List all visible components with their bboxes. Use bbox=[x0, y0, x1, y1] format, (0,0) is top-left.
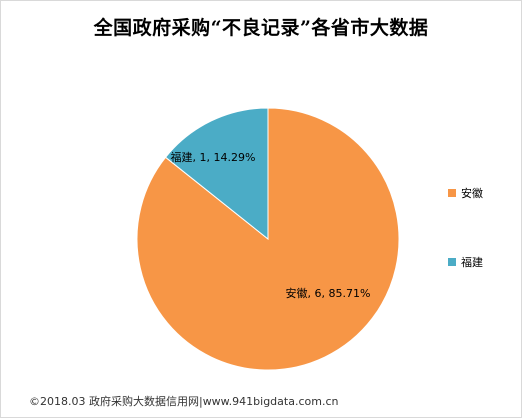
pie-chart: 安徽, 6, 85.71% 福建, 1, 14.29% bbox=[136, 107, 400, 371]
chart-legend: 安徽 福建 bbox=[448, 185, 483, 323]
legend-label-anhui: 安徽 bbox=[461, 187, 483, 200]
legend-item-fujian: 福建 bbox=[448, 254, 483, 270]
footer-credit: ©2018.03 政府采购大数据信用网|www.941bigdata.com.c… bbox=[29, 395, 339, 408]
pie-slices bbox=[136, 107, 400, 371]
legend-label-fujian: 福建 bbox=[461, 256, 483, 269]
legend-swatch-anhui bbox=[448, 189, 456, 197]
pie-data-labels: 安徽, 6, 85.71% 福建, 1, 14.29% bbox=[171, 150, 371, 300]
pie-slice-fujian bbox=[164, 107, 269, 241]
data-label-fujian: 福建, 1, 14.29% bbox=[171, 150, 256, 164]
legend-item-anhui: 安徽 bbox=[448, 185, 483, 201]
legend-swatch-fujian bbox=[448, 258, 456, 266]
chart-title: 全国政府采购“不良记录”各省市大数据 bbox=[93, 17, 429, 39]
data-label-anhui: 安徽, 6, 85.71% bbox=[286, 286, 371, 300]
